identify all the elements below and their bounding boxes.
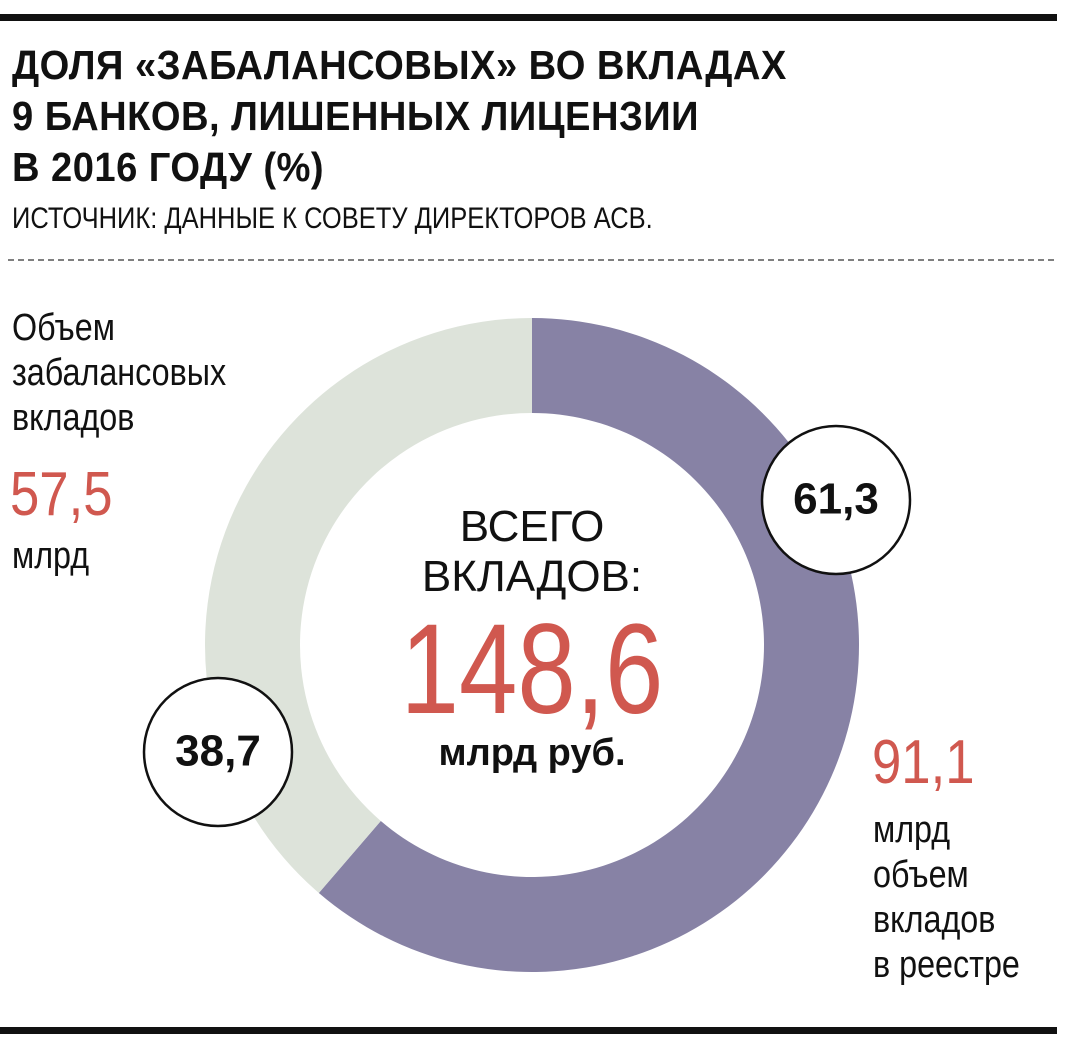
value-label: 61,3 — [793, 475, 879, 524]
category-label: объем вкладов в реестре — [873, 854, 1020, 986]
value-badge — [760, 424, 912, 576]
value-label: 38,7 — [175, 727, 261, 776]
amount-unit: млрд — [873, 809, 951, 851]
donut-slice — [318, 318, 859, 972]
value-badge — [142, 676, 294, 828]
center-label: ВСЕГО ВКЛАДОВ: — [421, 502, 643, 601]
amount-label: 57,5 — [10, 460, 113, 529]
total-unit: млрд руб. — [438, 732, 626, 774]
category-label: Объем забалансовых вкладов — [12, 307, 227, 439]
total-label: 148,6 — [400, 598, 664, 741]
chart-title: ДОЛЯ «ЗАБАЛАНСОВЫХ» ВО ВКЛАДАХ 9 БАНКОВ,… — [12, 42, 787, 190]
amount-unit: млрд — [12, 535, 90, 577]
chart-subtitle: ИСТОЧНИК: ДАННЫЕ К СОВЕТУ ДИРЕКТОРОВ АСВ… — [12, 202, 653, 235]
amount-label: 91,1 — [872, 728, 975, 797]
bottom-rule — [0, 1027, 1057, 1034]
top-rule — [0, 14, 1057, 21]
